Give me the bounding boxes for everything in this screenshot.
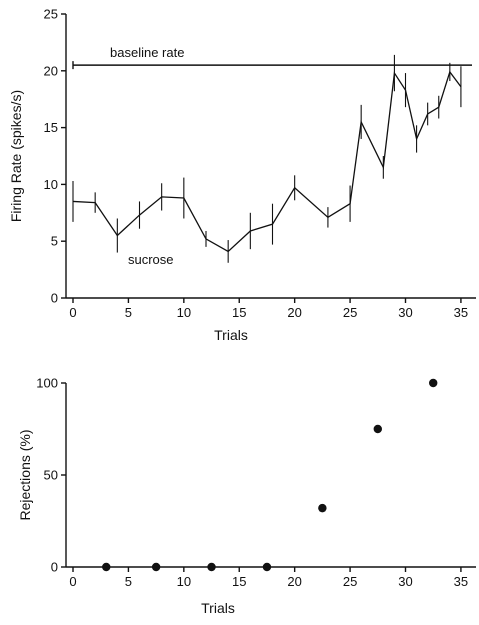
rejection-point <box>262 562 272 572</box>
firing-rate-y-axis: 0 5 10 15 20 25 <box>44 7 67 306</box>
rejections-y-tick-label: 0 <box>51 560 58 575</box>
rejection-point <box>151 562 161 572</box>
firing-rate-x-tick-label: 25 <box>343 305 357 320</box>
firing-rate-y-tick-label: 25 <box>44 7 58 22</box>
rejections-x-tick-label: 10 <box>177 574 191 589</box>
rejections-x-tick-label: 15 <box>232 574 246 589</box>
firing-rate-x-tick-label: 30 <box>398 305 412 320</box>
firing-rate-y-tick-label: 5 <box>51 234 58 249</box>
firing-rate-y-ticks: 0 5 10 15 20 25 <box>44 7 66 306</box>
firing-rate-y-label: Firing Rate (spikes/s) <box>8 90 24 222</box>
rejections-x-axis: 0 5 10 15 20 25 30 35 <box>66 566 476 589</box>
rejections-x-tick-label: 35 <box>454 574 468 589</box>
rejections-x-tick-label: 20 <box>287 574 301 589</box>
rejections-points <box>102 378 438 572</box>
firing-rate-y-tick-label: 10 <box>44 177 58 192</box>
sucrose-line <box>72 70 462 253</box>
rejection-point <box>102 562 111 572</box>
rejections-x-ticks: 0 5 10 15 20 25 30 35 <box>69 567 468 589</box>
firing-rate-x-axis: 0 5 10 15 20 25 30 35 <box>66 297 476 320</box>
rejections-x-label: Trials <box>201 600 235 616</box>
rejections-x-tick-label: 0 <box>69 574 76 589</box>
rejections-y-axis: 0 50 100 <box>36 376 67 575</box>
firing-rate-y-tick-label: 20 <box>44 63 58 78</box>
rejection-point <box>429 378 438 388</box>
rejection-point <box>318 503 327 513</box>
firing-rate-x-tick-label: 5 <box>125 305 132 320</box>
rejections-x-tick-label: 5 <box>125 574 132 589</box>
rejection-point <box>207 562 216 572</box>
rejections-y-label: Rejections (%) <box>17 429 33 520</box>
firing-rate-x-tick-label: 35 <box>454 305 468 320</box>
rejection-point <box>373 424 382 434</box>
rejections-x-tick-label: 30 <box>398 574 412 589</box>
firing-rate-y-tick-label: 0 <box>51 291 58 306</box>
firing-rate-x-label: Trials <box>214 327 248 343</box>
rejections-chart: 0 50 100 0 5 10 15 20 25 30 35 Rejections (%) Tri… <box>17 376 476 616</box>
rejections-x-tick-label: 25 <box>343 574 357 589</box>
rejections-y-tick-label: 100 <box>36 376 58 391</box>
firing-rate-x-ticks: 0 5 10 15 20 25 30 35 <box>69 298 468 320</box>
firing-rate-x-tick-label: 20 <box>287 305 301 320</box>
rejections-y-ticks: 0 50 100 <box>36 376 66 575</box>
firing-rate-x-tick-label: 15 <box>232 305 246 320</box>
firing-rate-x-tick-label: 10 <box>177 305 191 320</box>
firing-rate-x-tick-label: 0 <box>69 305 76 320</box>
baseline-rate-label: baseline rate <box>110 45 184 60</box>
sucrose-error-bars <box>72 54 462 263</box>
rejections-y-tick-label: 50 <box>44 468 58 483</box>
firing-rate-y-tick-label: 15 <box>44 120 58 135</box>
sucrose-series-label: sucrose <box>128 252 174 267</box>
